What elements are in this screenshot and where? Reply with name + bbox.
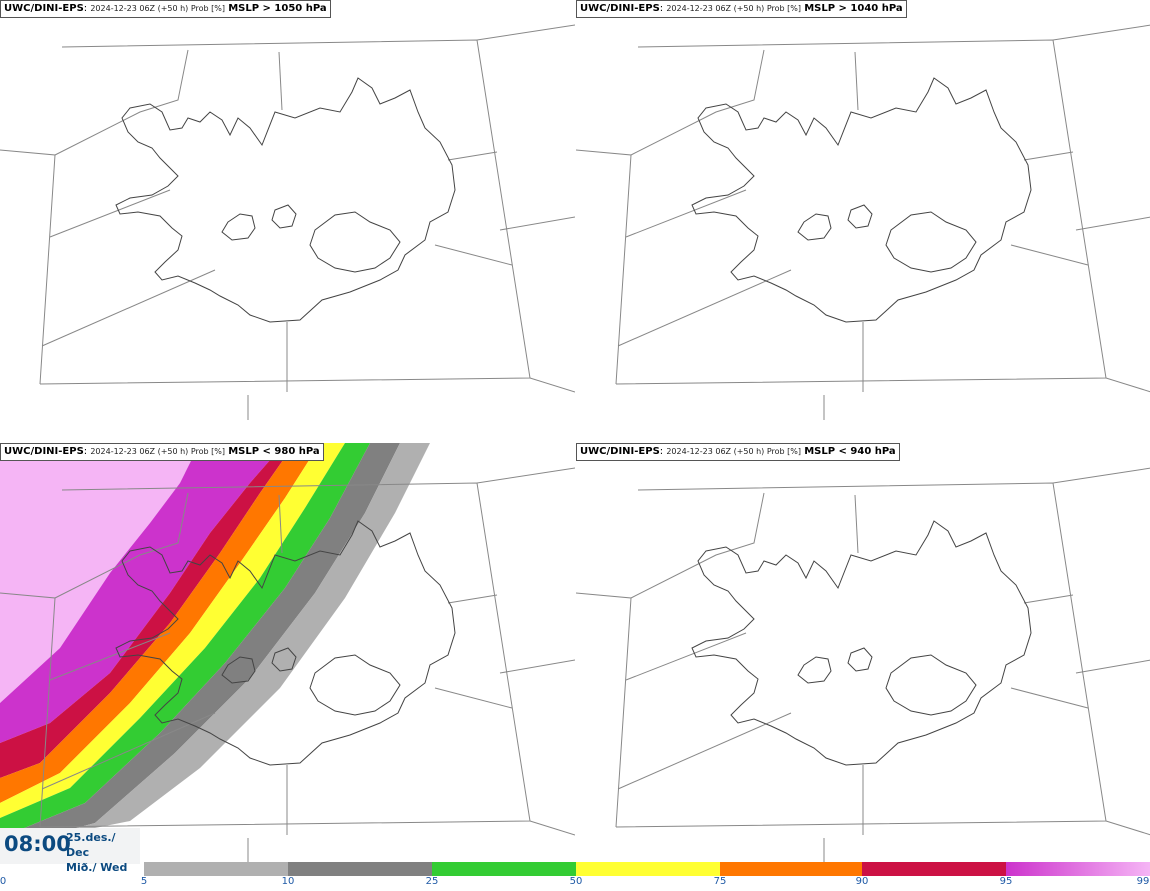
region-border-line [625, 189, 747, 238]
legend-tick-label: 5 [140, 876, 148, 887]
region-border-line [615, 39, 1107, 385]
iceland-coastline [115, 520, 456, 766]
region-border-line [447, 594, 498, 604]
legend-swatch [288, 862, 432, 876]
region-border-line [1010, 687, 1089, 709]
region-border-line [434, 687, 513, 709]
probability-band [0, 443, 295, 778]
region-border-line [499, 216, 575, 231]
iceland-map [576, 24, 1150, 420]
legend-swatch [576, 862, 720, 876]
region-border-line [1010, 244, 1089, 266]
legend-tick-label: 50 [569, 876, 583, 887]
probability-band [0, 443, 370, 838]
region-border-line [630, 492, 765, 599]
panel-title: UWC/DINI-EPS: 2024-12-23 06Z (+50 h) Pro… [0, 0, 331, 18]
map-panel-mslp-gt-1040: UWC/DINI-EPS: 2024-12-23 06Z (+50 h) Pro… [576, 0, 1150, 433]
region-border-line [854, 51, 859, 111]
region-borders [576, 24, 1150, 420]
legend-tick-label: 75 [713, 876, 727, 887]
panel-title: UWC/DINI-EPS: 2024-12-23 06Z (+50 h) Pro… [0, 443, 324, 461]
region-border-line [54, 492, 189, 599]
weekday-label: Mið./ Wed [66, 861, 128, 874]
legend-swatch [862, 862, 1006, 876]
region-border-line [1075, 216, 1150, 231]
region-border-line [476, 467, 575, 484]
iceland-map [0, 443, 575, 863]
iceland-map [576, 467, 1150, 863]
region-border-line [617, 269, 792, 347]
probability-band [0, 443, 345, 818]
region-border-line [54, 49, 189, 156]
region-border-line [39, 482, 531, 828]
probability-band [0, 443, 400, 843]
region-borders [576, 467, 1150, 863]
region-border-line [630, 49, 765, 156]
iceland-coastline [691, 77, 1032, 323]
region-border-line [0, 149, 56, 385]
region-border-line [447, 151, 498, 161]
region-border-line [1105, 820, 1150, 836]
valid-time: 08:00 [4, 832, 71, 856]
region-border-line [1105, 377, 1150, 393]
date-label: 25.des./ Dec [66, 831, 116, 859]
region-border-line [49, 189, 171, 238]
legend-tick-label: 0 [0, 876, 7, 887]
region-border-line [39, 39, 531, 385]
region-border-line [434, 244, 513, 266]
iceland-coastline [691, 520, 1032, 766]
region-border-line [476, 24, 575, 41]
legend-swatch [720, 862, 862, 876]
probability-bands [0, 443, 430, 843]
region-border-line [529, 377, 575, 393]
region-border-line [499, 659, 575, 674]
probability-band [20, 443, 430, 843]
region-border-line [41, 269, 216, 347]
legend-tick-label: 95 [999, 876, 1013, 887]
region-border-line [617, 712, 792, 790]
legend-tick-label: 10 [281, 876, 295, 887]
region-border-line [1023, 151, 1074, 161]
legend-tick-label: 99 [1136, 876, 1150, 887]
region-border-line [1075, 659, 1150, 674]
region-border-line [529, 820, 575, 836]
color-legend: 0 5 10 25 50 75 90 95 99 [0, 862, 1150, 891]
map-panel-mslp-lt-940: UWC/DINI-EPS: 2024-12-23 06Z (+50 h) Pro… [576, 443, 1150, 876]
region-border-line [625, 632, 747, 681]
panel-title: UWC/DINI-EPS: 2024-12-23 06Z (+50 h) Pro… [576, 0, 907, 18]
panel-title: UWC/DINI-EPS: 2024-12-23 06Z (+50 h) Pro… [576, 443, 900, 461]
probability-band [0, 443, 320, 803]
map-panel-mslp-lt-980: UWC/DINI-EPS: 2024-12-23 06Z (+50 h) Pro… [0, 443, 575, 876]
region-border-line [576, 592, 632, 828]
iceland-coastline [115, 77, 456, 323]
region-border-line [1052, 467, 1150, 484]
region-border-line [576, 149, 632, 385]
probability-band [0, 443, 200, 703]
region-border-line [49, 632, 171, 681]
region-border-line [278, 494, 283, 554]
legend-swatch [432, 862, 576, 876]
region-border-line [854, 494, 859, 554]
region-border-line [615, 482, 1107, 828]
region-border-line [1023, 594, 1074, 604]
legend-tick-label: 90 [855, 876, 869, 887]
region-border-line [278, 51, 283, 111]
valid-time-box: 08:00 25.des./ Dec Mið./ Wed [0, 828, 140, 874]
legend-colorbar [144, 862, 1150, 876]
region-border-line [41, 712, 216, 790]
valid-date: 25.des./ Dec Mið./ Wed [66, 830, 140, 875]
map-panel-mslp-gt-1050: UWC/DINI-EPS: 2024-12-23 06Z (+50 h) Pro… [0, 0, 575, 433]
probability-band [0, 443, 285, 743]
region-borders [0, 467, 575, 863]
legend-tick-label: 25 [425, 876, 439, 887]
legend-swatch [144, 862, 288, 876]
legend-swatch [1006, 862, 1150, 876]
region-borders [0, 24, 575, 420]
region-border-line [1052, 24, 1150, 41]
iceland-map [0, 24, 575, 420]
